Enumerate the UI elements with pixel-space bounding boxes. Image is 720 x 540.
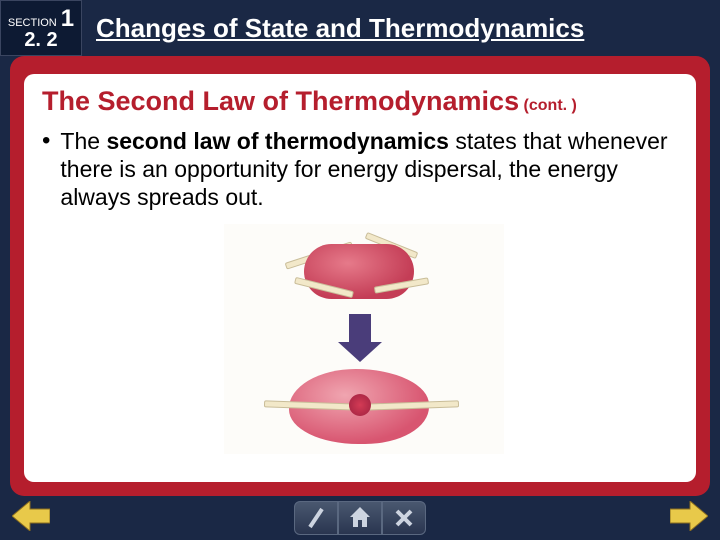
home-button[interactable] bbox=[338, 501, 382, 535]
page-title: Changes of State and Thermodynamics bbox=[96, 13, 584, 44]
bullet-icon: • bbox=[42, 127, 50, 211]
cont-label: (cont. ) bbox=[524, 97, 577, 114]
subtitle: The Second Law of Thermodynamics bbox=[42, 86, 519, 116]
body-bold: second law of thermodynamics bbox=[106, 128, 449, 154]
body-text: The second law of thermodynamics states … bbox=[60, 127, 678, 211]
header-bar: SECTION 1 2. 2 Changes of State and Ther… bbox=[0, 0, 720, 56]
section-box: SECTION 1 2. 2 bbox=[0, 0, 82, 56]
nav-center bbox=[294, 501, 426, 535]
arrow-icon bbox=[349, 314, 371, 344]
section-label: SECTION bbox=[8, 17, 57, 29]
shape-top bbox=[304, 244, 414, 299]
close-button[interactable] bbox=[382, 501, 426, 535]
section-number: 1 bbox=[61, 5, 74, 33]
nav-bar bbox=[0, 496, 720, 540]
body-pre: The bbox=[60, 128, 106, 154]
next-button[interactable] bbox=[670, 501, 708, 536]
back-slash-button[interactable] bbox=[294, 501, 338, 535]
title-bar: Changes of State and Thermodynamics bbox=[82, 0, 720, 56]
prev-button[interactable] bbox=[12, 501, 50, 536]
subtitle-row: The Second Law of Thermodynamics (cont. … bbox=[42, 86, 678, 117]
arrow-head-icon bbox=[338, 342, 382, 362]
bullet-row: • The second law of thermodynamics state… bbox=[42, 127, 678, 211]
content-frame: The Second Law of Thermodynamics (cont. … bbox=[10, 56, 710, 496]
diagram-image bbox=[224, 224, 504, 454]
section-sub: 2. 2 bbox=[24, 29, 57, 52]
content-panel: The Second Law of Thermodynamics (cont. … bbox=[24, 74, 696, 482]
